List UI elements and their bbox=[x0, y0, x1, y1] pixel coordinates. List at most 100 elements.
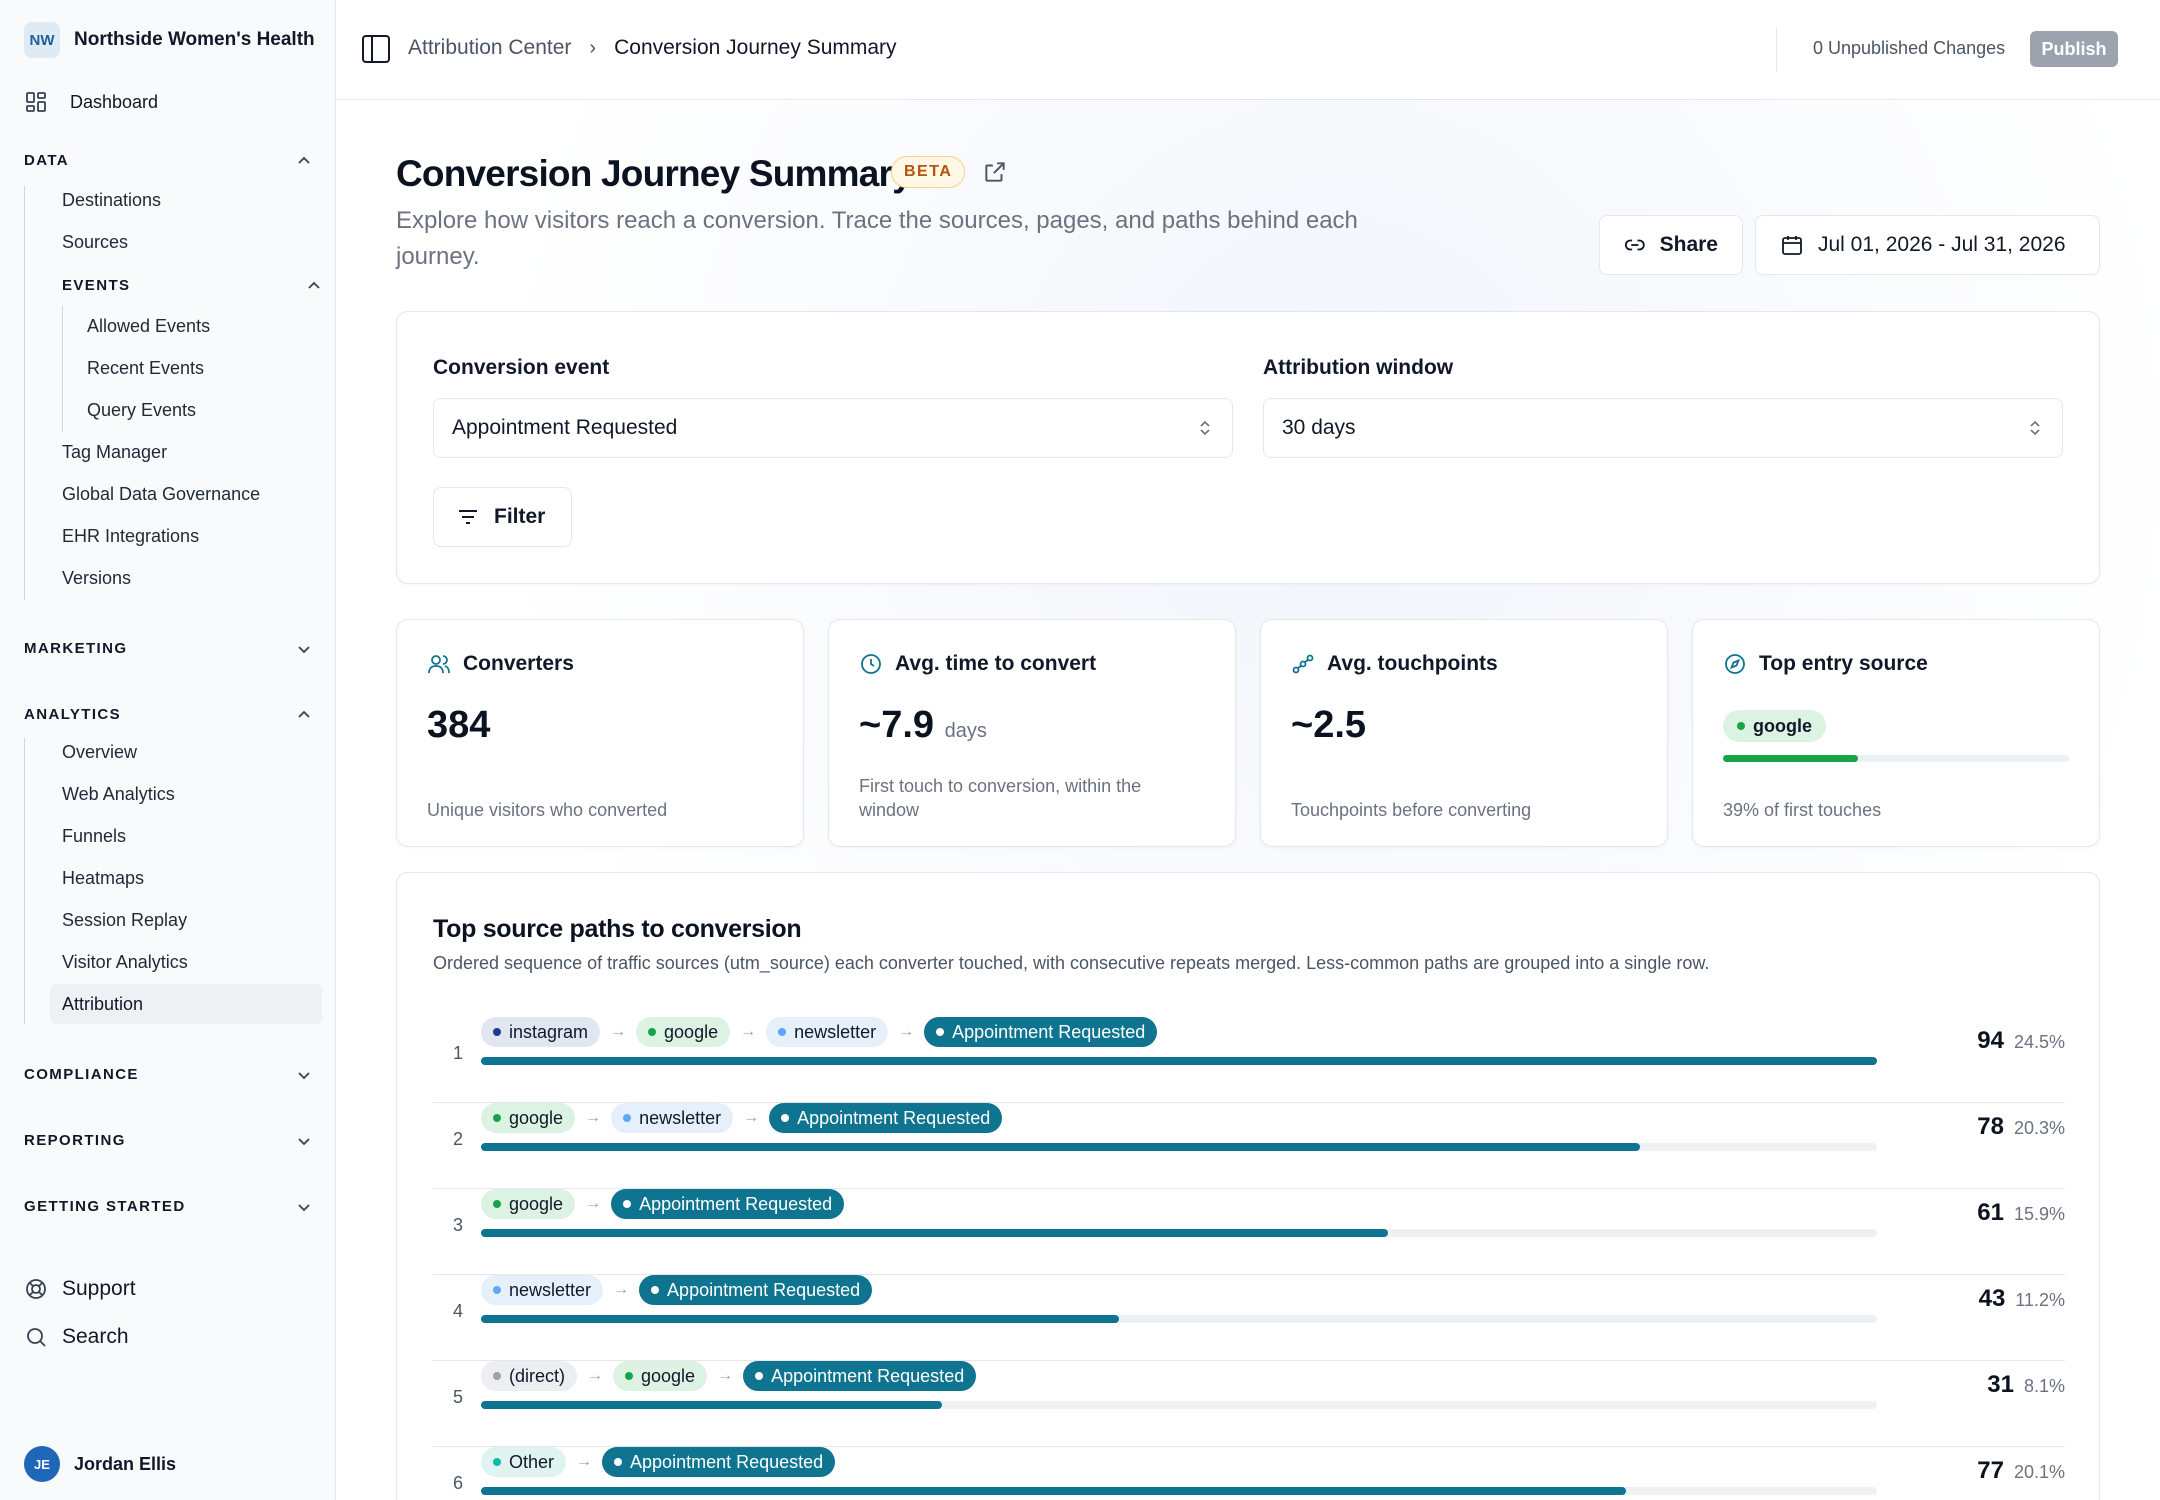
table-row[interactable]: 6 Other → Appointment Requested 77 20.1% bbox=[433, 1447, 2065, 1500]
sidebar-item-overview[interactable]: Overview bbox=[62, 742, 138, 762]
path-count-value: 77 bbox=[1977, 1457, 2004, 1484]
table-row[interactable]: 3 google → Appointment Requested 61 15.9% bbox=[433, 1189, 2065, 1275]
unpublished-changes: 0 Unpublished Changes bbox=[1813, 38, 2006, 58]
section-getting-started-toggle[interactable]: GETTING STARTED bbox=[24, 1198, 312, 1215]
path-share-fill bbox=[481, 1057, 1877, 1065]
sidebar-item-web-analytics[interactable]: Web Analytics bbox=[62, 784, 175, 804]
tree-line bbox=[62, 306, 63, 432]
arrow-right-icon: → bbox=[610, 1023, 627, 1040]
section-marketing-toggle[interactable]: MARKETING bbox=[24, 640, 312, 657]
section-label: GETTING STARTED bbox=[24, 1198, 186, 1215]
stat-value: 384 bbox=[427, 704, 491, 746]
external-link-icon[interactable] bbox=[982, 159, 1008, 185]
section-label: EVENTS bbox=[62, 277, 131, 294]
table-row[interactable]: 4 newsletter → Appointment Requested 43 11.2% bbox=[433, 1275, 2065, 1361]
stat-unit: days bbox=[944, 720, 987, 742]
section-data-toggle[interactable]: DATA bbox=[24, 152, 312, 169]
source-name: newsletter bbox=[794, 1021, 877, 1042]
date-range-picker[interactable]: Jul 01, 2026 - Jul 31, 2026 bbox=[1755, 215, 2100, 275]
section-compliance-toggle[interactable]: COMPLIANCE bbox=[24, 1066, 312, 1083]
section-analytics-toggle[interactable]: ANALYTICS bbox=[24, 706, 312, 723]
org-name: Northside Women's Health bbox=[74, 29, 315, 50]
section-reporting-toggle[interactable]: REPORTING bbox=[24, 1132, 312, 1149]
path-percent: 8.1% bbox=[2023, 1376, 2065, 1396]
conversion-chip: Appointment Requested bbox=[639, 1275, 873, 1305]
arrow-right-icon: → bbox=[740, 1023, 757, 1040]
support-link[interactable]: Support bbox=[24, 1277, 136, 1301]
table-row[interactable]: 5 (direct) → google → Appointment Requested 31… bbox=[433, 1361, 2065, 1447]
chevron-up-icon bbox=[298, 156, 310, 164]
table-row[interactable]: 1 instagram → google → newsletter → Appointment… bbox=[433, 1017, 2065, 1103]
filter-label: Filter bbox=[494, 505, 546, 528]
path-rank: 3 bbox=[453, 1215, 464, 1235]
path-count: 77 20.1% bbox=[1977, 1457, 2065, 1485]
sidebar-item-sources[interactable]: Sources bbox=[62, 232, 129, 252]
sidebar-item-query-events[interactable]: Query Events bbox=[87, 400, 197, 420]
source-share-fill bbox=[1723, 755, 1858, 762]
sidebar-item-ehr-integrations[interactable]: EHR Integrations bbox=[62, 526, 200, 546]
sidebar-item-recent-events[interactable]: Recent Events bbox=[87, 358, 205, 378]
top-paths-card: Top source paths to conversion Ordered s… bbox=[396, 872, 2100, 1500]
sidebar-item-dashboard[interactable]: Dashboard bbox=[24, 90, 158, 114]
share-button[interactable]: Share bbox=[1599, 215, 1743, 275]
source-chip: (direct) bbox=[481, 1361, 578, 1391]
chevron-updown-icon bbox=[2030, 420, 2040, 436]
conversion-name: Appointment Requested bbox=[797, 1107, 991, 1128]
source-chip: google bbox=[481, 1189, 576, 1219]
sidebar-item-global-data-governance[interactable]: Global Data Governance bbox=[62, 484, 261, 504]
stat-avg-time: Avg. time to convert ~7.9 days First tou… bbox=[828, 619, 1236, 847]
source-chip: instagram bbox=[481, 1017, 601, 1047]
stat-value: ~7.9 bbox=[859, 704, 935, 746]
sidebar-item-attribution[interactable]: Attribution bbox=[50, 984, 322, 1024]
sidebar-item-allowed-events[interactable]: Allowed Events bbox=[87, 316, 211, 336]
path-share-bar bbox=[481, 1487, 1877, 1495]
support-label: Support bbox=[62, 1277, 136, 1300]
path-percent: 20.1% bbox=[2013, 1462, 2065, 1482]
source-chip: google bbox=[1723, 710, 1826, 742]
sidebar-item-session-replay[interactable]: Session Replay bbox=[62, 910, 188, 930]
sidebar-item-visitor-analytics[interactable]: Visitor Analytics bbox=[62, 952, 188, 972]
sidebar-item-tag-manager[interactable]: Tag Manager bbox=[62, 442, 168, 462]
search-link[interactable]: Search bbox=[24, 1325, 129, 1349]
path-share-fill bbox=[481, 1229, 1389, 1237]
section-events-toggle[interactable]: EVENTS bbox=[62, 277, 322, 294]
user-menu[interactable]: JE Jordan Ellis bbox=[24, 1446, 176, 1482]
filter-button[interactable]: Filter bbox=[433, 487, 572, 547]
path-count: 61 15.9% bbox=[1977, 1199, 2065, 1227]
arrow-right-icon: → bbox=[585, 1195, 602, 1212]
source-name: google bbox=[509, 1107, 564, 1128]
source-name: google bbox=[1753, 715, 1812, 736]
sidebar-toggle-icon[interactable] bbox=[360, 33, 392, 65]
sidebar-item-destinations[interactable]: Destinations bbox=[62, 190, 162, 210]
stat-description: 39% of first touches bbox=[1723, 800, 1882, 820]
chevron-right-icon: › bbox=[589, 36, 597, 59]
path-count: 78 20.3% bbox=[1977, 1113, 2065, 1141]
breadcrumb-parent[interactable]: Attribution Center bbox=[408, 36, 572, 59]
users-icon bbox=[428, 655, 450, 674]
stat-value-wrapper: ~7.9 days bbox=[859, 704, 987, 747]
source-name: newsletter bbox=[509, 1279, 592, 1300]
source-name: newsletter bbox=[639, 1107, 722, 1128]
conversion-event-select[interactable]: Appointment Requested bbox=[433, 398, 1233, 458]
date-range-label: Jul 01, 2026 - Jul 31, 2026 bbox=[1818, 233, 2066, 256]
sidebar-item-versions[interactable]: Versions bbox=[62, 568, 132, 588]
user-name: Jordan Ellis bbox=[74, 1453, 177, 1474]
path-count-value: 94 bbox=[1977, 1027, 2004, 1054]
section-label: ANALYTICS bbox=[24, 706, 122, 723]
chevron-down-icon bbox=[298, 1071, 310, 1079]
arrow-right-icon: → bbox=[717, 1367, 734, 1384]
path-share-fill bbox=[481, 1315, 1119, 1323]
table-row[interactable]: 2 google → newsletter → Appointment Requested… bbox=[433, 1103, 2065, 1189]
org-switcher[interactable]: NW Northside Women's Health bbox=[24, 22, 315, 58]
chevron-down-icon bbox=[298, 645, 310, 653]
sidebar-item-funnels[interactable]: Funnels bbox=[62, 826, 127, 846]
dot-icon bbox=[493, 1200, 501, 1208]
path-count: 43 11.2% bbox=[1979, 1285, 2065, 1313]
dot-icon bbox=[623, 1200, 632, 1208]
attribution-window-select[interactable]: 30 days bbox=[1263, 398, 2063, 458]
arrow-right-icon: → bbox=[585, 1109, 602, 1126]
path-percent: 11.2% bbox=[2015, 1290, 2065, 1310]
publish-button[interactable]: Publish bbox=[2030, 31, 2118, 67]
dot-icon bbox=[755, 1372, 764, 1380]
sidebar-item-heatmaps[interactable]: Heatmaps bbox=[62, 868, 145, 888]
